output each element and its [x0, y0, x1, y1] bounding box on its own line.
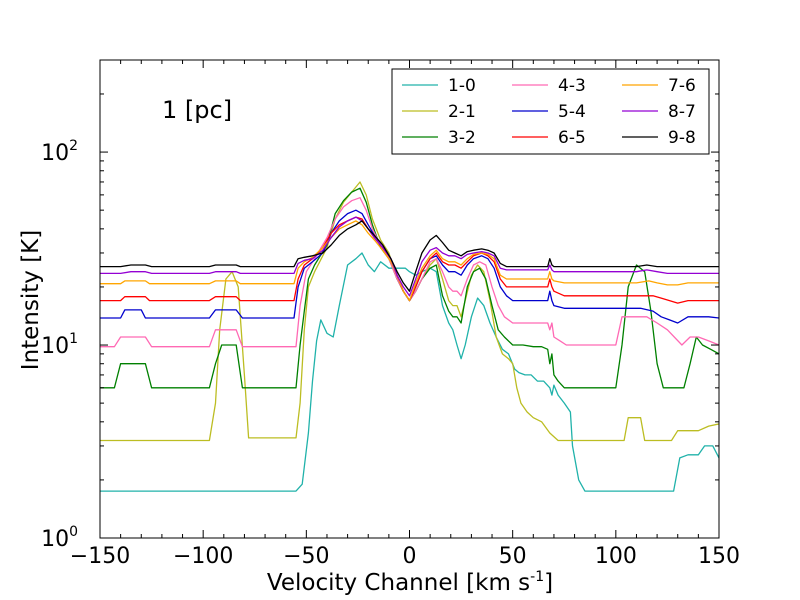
x-tick-label: 50	[499, 544, 527, 569]
legend-label-8-7: 8-7	[668, 102, 696, 122]
legend-label-4-3: 4-3	[558, 76, 586, 96]
series-line-6-5	[100, 216, 719, 304]
x-tick-label: −50	[283, 544, 329, 569]
series-line-2-1	[100, 181, 719, 442]
legend-label-5-4: 5-4	[558, 102, 586, 122]
x-tick-label: −100	[173, 544, 233, 569]
series-line-9-8	[100, 220, 719, 292]
x-axis-label: Velocity Channel [km s-1]	[267, 569, 553, 596]
series-line-3-2	[100, 187, 719, 389]
x-tick-label: −150	[70, 544, 130, 569]
series-line-5-4	[100, 209, 719, 324]
legend: 1-0 2-1 3-2 4-3 5-4 6-5 7-6 8-7 9-8	[391, 68, 710, 155]
y-axis-label: Intensity [K]	[18, 230, 44, 370]
x-tick-label: 150	[698, 544, 740, 569]
legend-label-9-8: 9-8	[668, 128, 696, 148]
series-line-8-7	[100, 216, 719, 297]
x-tick-label: 100	[595, 544, 637, 569]
series-layer	[100, 181, 719, 492]
legend-label-7-6: 7-6	[668, 76, 696, 96]
y-tick-label: 100	[41, 524, 78, 552]
legend-label-2-1: 2-1	[448, 102, 476, 122]
legend-label-1-0: 1-0	[448, 76, 476, 96]
series-line-4-3	[100, 197, 719, 348]
legend-label-3-2: 3-2	[448, 128, 476, 148]
legend-label-6-5: 6-5	[558, 128, 586, 148]
y-tick-label: 102	[41, 138, 78, 166]
x-tick-label: 0	[403, 544, 417, 569]
y-tick-label: 101	[41, 331, 78, 359]
annotation-label: 1 [pc]	[162, 96, 232, 124]
series-line-7-6	[100, 220, 719, 302]
tick-layer: −150 −100 −50 0 50 100 150 100 101 102	[41, 59, 740, 569]
legend-box	[391, 68, 710, 155]
series-line-1-0	[100, 252, 719, 492]
